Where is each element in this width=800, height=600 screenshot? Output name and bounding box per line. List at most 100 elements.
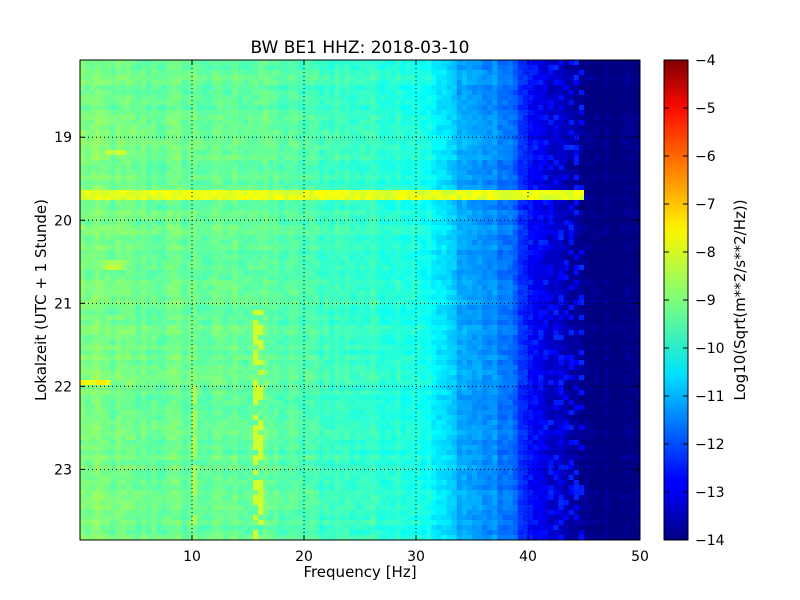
heatmap-cell <box>436 255 443 261</box>
heatmap-cell <box>192 185 198 191</box>
heatmap-cell <box>507 240 514 246</box>
heatmap-cell <box>278 205 285 211</box>
heatmap-cell <box>202 205 208 211</box>
heatmap-cell <box>370 195 376 201</box>
heatmap-cell <box>115 155 122 161</box>
heatmap-cell <box>609 95 616 101</box>
heatmap-cell <box>517 185 524 191</box>
heatmap-cell <box>502 220 509 226</box>
heatmap-cell <box>298 270 305 276</box>
heatmap-cell <box>614 100 621 106</box>
heatmap-cell <box>85 100 91 106</box>
heatmap-cell <box>283 150 290 156</box>
heatmap-cell <box>212 105 219 111</box>
heatmap-cell <box>349 260 356 266</box>
heatmap-cell <box>451 100 458 106</box>
heatmap-cell <box>507 120 514 126</box>
heatmap-cell <box>517 170 524 176</box>
heatmap-cell <box>324 210 331 216</box>
heatmap-cell <box>136 165 142 171</box>
heatmap-cell <box>370 215 376 221</box>
heatmap-cell <box>456 230 463 236</box>
heatmap-cell <box>482 105 488 111</box>
heatmap-cell <box>568 275 575 281</box>
heatmap-cell <box>248 265 254 271</box>
heatmap-cell <box>202 80 208 86</box>
heatmap-cell <box>105 280 112 286</box>
heatmap-cell <box>380 235 387 241</box>
heatmap-cell <box>181 210 188 216</box>
heatmap-cell <box>594 80 600 86</box>
heatmap-cell <box>151 65 157 71</box>
heatmap-cell <box>604 60 611 66</box>
heatmap-cell <box>416 140 422 146</box>
heatmap-cell <box>426 175 432 181</box>
heatmap-cell <box>161 280 168 286</box>
heatmap-cell <box>553 270 560 276</box>
heatmap-cell <box>517 250 524 256</box>
heatmap-cell <box>166 140 173 146</box>
heatmap-cell <box>176 220 183 226</box>
heatmap-cell <box>451 175 458 181</box>
heatmap-cell <box>298 240 305 246</box>
heatmap-cell <box>421 205 427 211</box>
heatmap-cell <box>410 185 417 191</box>
heatmap-cell <box>141 195 147 201</box>
heatmap-cell <box>268 110 275 116</box>
heatmap-cell <box>242 200 249 206</box>
heatmap-cell <box>105 235 112 241</box>
heatmap-cell <box>171 180 178 186</box>
heatmap-cell <box>181 265 188 271</box>
heatmap-cell <box>634 135 640 141</box>
heatmap-cell <box>517 75 524 81</box>
heatmap-cell <box>130 135 137 141</box>
heatmap-cell <box>354 190 361 196</box>
heatmap-cell <box>263 245 269 251</box>
heatmap-cell <box>268 135 275 141</box>
heatmap-cell <box>314 250 320 256</box>
heatmap-cell <box>146 105 152 111</box>
heatmap-cell <box>242 235 249 241</box>
heatmap-cell <box>456 265 463 271</box>
heatmap-cell <box>319 150 325 156</box>
heatmap-cell <box>278 175 285 181</box>
heatmap-cell <box>538 170 544 176</box>
heatmap-cell <box>186 170 193 176</box>
heatmap-cell <box>477 140 483 146</box>
heatmap-cell <box>558 105 565 111</box>
heatmap-cell <box>217 220 224 226</box>
heatmap-cell <box>416 150 422 156</box>
heatmap-cell <box>232 140 239 146</box>
heatmap-cell <box>278 150 285 156</box>
heatmap-cell <box>553 235 560 241</box>
heatmap-cell <box>584 60 590 66</box>
heatmap-cell <box>156 110 163 116</box>
heatmap-cell <box>217 180 224 186</box>
heatmap-cell <box>181 85 188 91</box>
heatmap-cell <box>268 235 275 241</box>
heatmap-cell <box>538 115 544 121</box>
heatmap-cell <box>522 200 529 206</box>
heatmap-cell <box>441 170 448 176</box>
heatmap-cell <box>578 125 585 131</box>
heatmap-cell <box>90 180 96 186</box>
heatmap-cell <box>533 130 539 136</box>
heatmap-cell <box>385 265 392 271</box>
heatmap-cell <box>186 205 193 211</box>
heatmap-cell <box>380 80 387 86</box>
heatmap-cell <box>614 145 621 151</box>
heatmap-cell <box>100 250 107 256</box>
heatmap-cell <box>354 225 361 231</box>
heatmap-cell <box>573 235 580 241</box>
heatmap-cell <box>528 165 534 171</box>
heatmap-cell <box>416 135 422 141</box>
heatmap-cell <box>171 85 178 91</box>
heatmap-cell <box>90 85 96 91</box>
heatmap-cell <box>528 110 534 116</box>
heatmap-cell <box>115 85 122 91</box>
heatmap-cell <box>166 175 173 181</box>
heatmap-cell <box>115 275 122 281</box>
heatmap-cell <box>166 70 173 76</box>
heatmap-cell <box>487 70 493 76</box>
heatmap-cell <box>319 215 325 221</box>
